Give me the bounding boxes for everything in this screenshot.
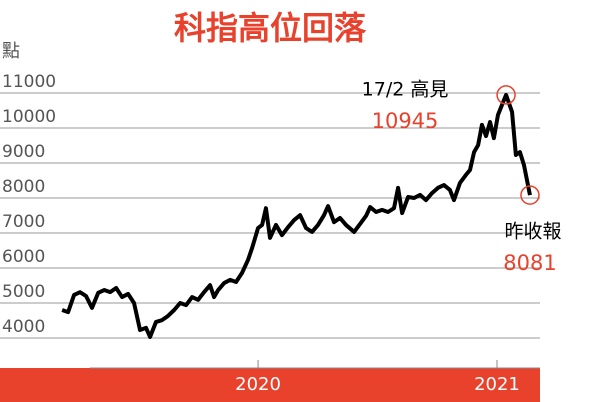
chart-title: 科指高位回落 bbox=[174, 9, 367, 47]
y-tick-label: 4000 bbox=[2, 317, 45, 337]
y-tick-label: 6000 bbox=[2, 247, 45, 267]
annotation-label: 17/2 高見 bbox=[362, 79, 449, 101]
highlight-circle bbox=[520, 185, 540, 205]
highlight-circle bbox=[496, 85, 516, 105]
x-axis-band bbox=[0, 368, 540, 402]
y-tick-label: 11000 bbox=[2, 72, 56, 92]
x-tick-label: 2020 bbox=[235, 374, 281, 395]
y-tick-label: 9000 bbox=[2, 142, 45, 162]
annotation-value: 8081 bbox=[503, 251, 556, 275]
y-tick-label: 10000 bbox=[2, 107, 56, 127]
y-axis-label: 點 bbox=[2, 41, 20, 62]
y-tick-label: 5000 bbox=[2, 282, 45, 302]
line bbox=[61, 92, 532, 339]
y-tick-label: 7000 bbox=[2, 212, 45, 232]
annotation-label: 昨收報 bbox=[504, 221, 561, 243]
y-tick-label: 8000 bbox=[2, 177, 45, 197]
x-tick-label: 2021 bbox=[474, 374, 520, 395]
annotation-value: 10945 bbox=[372, 109, 439, 133]
